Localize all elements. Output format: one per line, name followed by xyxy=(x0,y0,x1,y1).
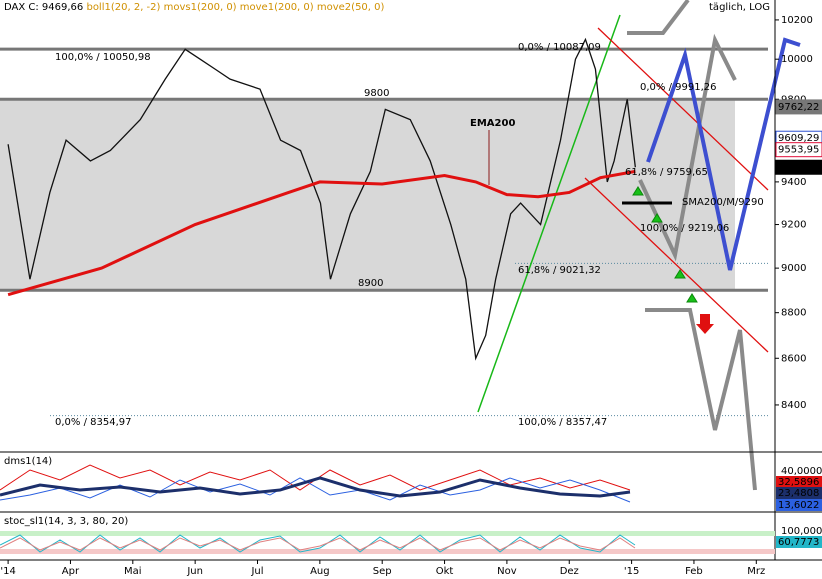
indicator-label: 23,4808 xyxy=(778,488,819,499)
channel-line xyxy=(597,27,769,191)
y-tick-label: 8800 xyxy=(781,308,806,319)
y-tick-label: 8400 xyxy=(781,400,806,411)
indicator-tick: 100,0000 xyxy=(781,526,822,537)
price-label: 9469,66 xyxy=(778,162,819,173)
annotation: 0,0% / 8354,97 xyxy=(55,417,131,428)
y-tick-label: 8600 xyxy=(781,353,806,364)
dms-lines xyxy=(0,464,631,503)
projection-drawings xyxy=(477,0,801,491)
indicator-label-box xyxy=(776,487,822,499)
price-label: 9553,95 xyxy=(778,145,819,156)
y-tick-label: 10200 xyxy=(781,15,813,26)
x-tick-label: Nov xyxy=(497,566,517,577)
x-tick-label: '15 xyxy=(624,566,639,577)
indicator-label: 13,6022 xyxy=(778,500,819,511)
indicator-label: 32,5896 xyxy=(778,477,819,488)
annotation: 100,0% / 8357,47 xyxy=(518,417,607,428)
x-tick-label: Dez xyxy=(560,566,579,577)
y-tick-label: 9000 xyxy=(781,263,806,274)
indicator-label-box xyxy=(776,536,822,548)
header-item: boll1(20, 2, -2) xyxy=(86,2,160,13)
indicator-title: dms1(14) xyxy=(4,456,52,467)
header: DAX C: 9469,66 boll1(20, 2, -2) movs1(20… xyxy=(4,2,385,13)
price-label-box xyxy=(775,142,822,158)
annotation: 8900 xyxy=(358,278,383,289)
indicator-label: 60,7773 xyxy=(778,537,819,548)
header-item: movs1(200, 0) xyxy=(164,2,237,13)
plot xyxy=(7,37,636,361)
x-tick-label: Sep xyxy=(373,566,392,577)
x-tick-label: Okt xyxy=(436,566,454,577)
price-label: 9762,22 xyxy=(778,102,819,113)
indicator-tick: 40,0000 xyxy=(781,466,822,477)
projection-gray xyxy=(645,308,757,491)
annotation: 0,0% / 9991,26 xyxy=(640,82,716,93)
annotation: 100,0% / 9219,06 xyxy=(640,223,729,234)
projection-gray xyxy=(627,0,690,35)
price-line xyxy=(7,37,636,361)
annotation: 0,0% / 10087,09 xyxy=(518,42,601,53)
annotation: 61,8% / 9759,65 xyxy=(625,167,708,178)
projection-blue xyxy=(646,37,801,271)
x-tick-label: Feb xyxy=(685,566,703,577)
x-tick-label: Mai xyxy=(124,566,142,577)
y-tick-label: 9400 xyxy=(781,177,806,188)
stoch-lines xyxy=(0,534,636,553)
indicator-title: stoc_sl1(14, 3, 3, 80, 20) xyxy=(4,516,128,527)
price-label-box xyxy=(775,159,822,175)
annotation: SMA200/M/9290 xyxy=(682,197,764,208)
series-label: EMA200 xyxy=(470,118,515,129)
x-tick-label: '14 xyxy=(0,566,15,577)
annotation: 100,0% / 10050,98 xyxy=(55,52,151,63)
stoch-lower-zone xyxy=(0,549,775,554)
y-tick-label: 9200 xyxy=(781,220,806,231)
annotation: 61,8% / 9021,32 xyxy=(518,265,601,276)
stoch-upper-zone xyxy=(0,531,775,536)
band-area xyxy=(0,99,735,291)
x-tick-label: Mrz xyxy=(747,566,765,577)
x-tick-label: Jun xyxy=(186,566,203,577)
annotation: 9800 xyxy=(364,88,389,99)
header-item: move2(50, 0) xyxy=(317,2,385,13)
price-label: 9609,29 xyxy=(778,133,819,144)
channel-line xyxy=(584,177,769,353)
indicator-label-box xyxy=(776,499,822,511)
header-item: DAX C: 9469,66 xyxy=(4,2,83,13)
down-arrow xyxy=(696,314,714,334)
y-tick-label: 10000 xyxy=(781,54,813,65)
header-item: move1(200, 0) xyxy=(240,2,314,13)
up-arrows xyxy=(632,186,698,303)
x-tick-label: Apr xyxy=(62,566,80,577)
ema-line xyxy=(7,169,636,297)
x-tick-label: Aug xyxy=(310,566,330,577)
indicator-label-box xyxy=(776,476,822,488)
price-label-box xyxy=(775,99,822,115)
chart-title: täglich, LOG xyxy=(709,2,770,13)
x-tick-label: Jul xyxy=(250,566,263,577)
